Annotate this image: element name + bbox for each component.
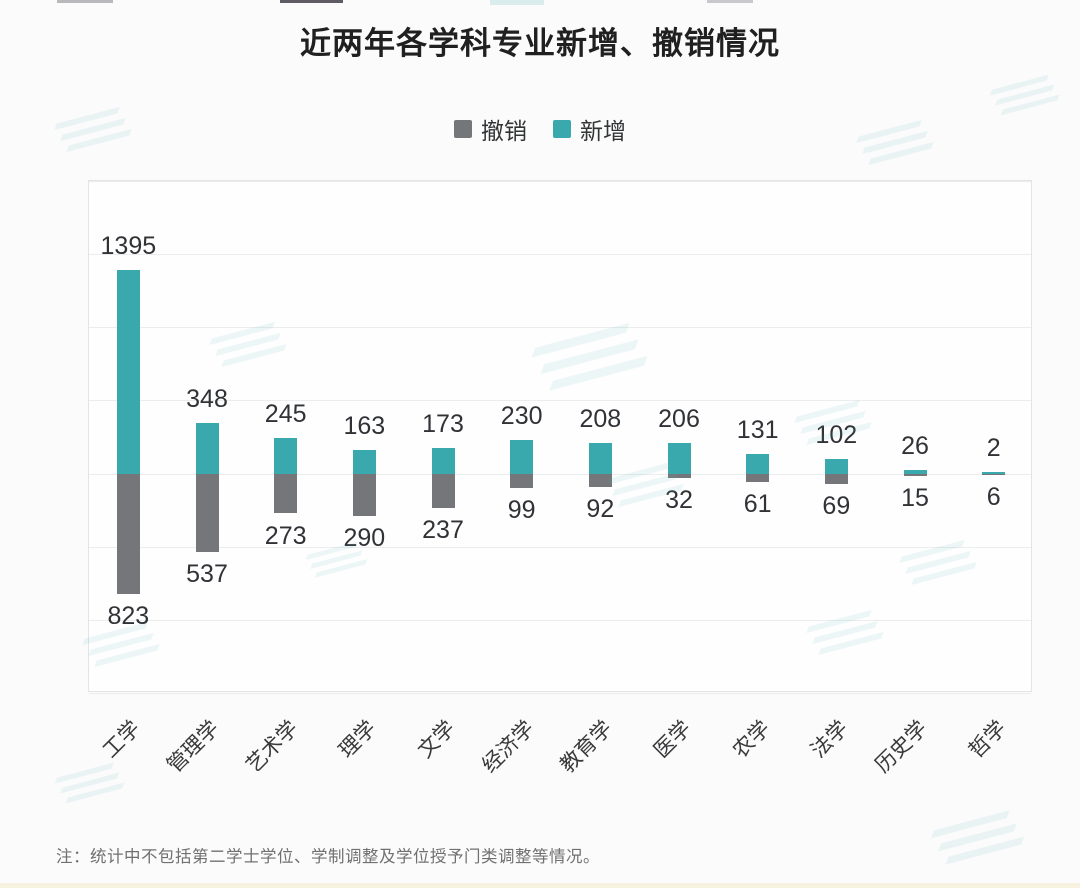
bar-new-艺术学 (274, 437, 298, 474)
value-label-new: 131 (736, 416, 779, 445)
bar-new-管理学 (195, 422, 219, 474)
bar-cancelled-教育学 (588, 473, 612, 488)
value-label-cancelled: 823 (107, 601, 150, 630)
bar-new-医学 (667, 443, 691, 474)
chart-legend: 撤销 新增 (0, 112, 1080, 146)
value-label-cancelled: 99 (507, 496, 536, 525)
value-label-new: 208 (579, 405, 622, 434)
gridline (89, 546, 1031, 548)
value-label-cancelled: 32 (665, 486, 693, 515)
value-label-cancelled: 537 (186, 560, 228, 589)
bar-cancelled-文学 (431, 473, 455, 509)
value-label-cancelled: 61 (743, 490, 772, 519)
bar-cancelled-工学 (116, 473, 140, 594)
top-edge-artifact (707, 0, 753, 3)
value-label-new: 1395 (100, 231, 157, 260)
bar-cancelled-理学 (352, 473, 376, 516)
bar-new-教育学 (588, 443, 612, 474)
chart-title: 近两年各学科专业新增、撤销情况 (300, 26, 780, 61)
bar-new-经济学 (510, 439, 534, 474)
value-label-cancelled: 6 (986, 482, 1001, 511)
legend-item-new: 新增 (553, 112, 626, 146)
bar-cancelled-法学 (824, 473, 848, 484)
gridline (89, 254, 1031, 256)
bar-cancelled-医学 (667, 473, 691, 479)
top-edge-artifact (57, 0, 113, 3)
chart-plot-area: 1395 823 348 537 245 273 163 290 173 237 230 99 208 9… (88, 180, 1032, 694)
gridline (89, 693, 1031, 694)
value-label-cancelled: 15 (901, 483, 929, 512)
legend-item-cancelled: 撤销 (454, 112, 527, 146)
gridline (89, 181, 1031, 182)
value-label-new: 163 (343, 411, 386, 440)
value-label-cancelled: 237 (422, 516, 464, 545)
value-label-new: 2 (986, 434, 1001, 463)
bar-cancelled-艺术学 (274, 473, 298, 514)
value-label-new: 245 (264, 399, 307, 428)
value-label-new: 102 (815, 420, 858, 449)
legend-label-cancelled: 撤销 (481, 118, 527, 144)
bar-new-理学 (352, 449, 376, 474)
top-edge-artifact (490, 0, 544, 5)
value-label-new: 230 (500, 401, 543, 430)
bottom-edge-strip (0, 883, 1080, 888)
legend-label-new: 新增 (580, 118, 626, 144)
bar-new-工学 (116, 269, 140, 474)
bar-cancelled-历史学 (903, 473, 927, 476)
top-edge-artifact (280, 0, 343, 3)
bar-new-历史学 (903, 469, 927, 474)
bar-new-法学 (824, 458, 848, 474)
value-label-cancelled: 290 (343, 523, 386, 552)
cancelled-swatch-icon (454, 120, 472, 138)
bar-cancelled-管理学 (195, 473, 219, 553)
value-label-cancelled: 92 (586, 495, 615, 524)
gridline (89, 327, 1031, 329)
gridline (89, 473, 1031, 475)
value-label-new: 348 (186, 384, 228, 413)
chart-footnote: 注：统计中不包括第二学士学位、学制调整及学位授予门类调整等情况。 (56, 848, 600, 866)
new-swatch-icon (553, 120, 571, 138)
watermark-logo (931, 810, 1039, 886)
value-label-new: 173 (422, 410, 464, 439)
value-label-new: 206 (658, 405, 700, 434)
bar-new-文学 (431, 448, 455, 474)
value-label-cancelled: 273 (264, 521, 307, 550)
bar-new-农学 (746, 454, 770, 474)
bar-new-哲学 (982, 472, 1006, 474)
bar-cancelled-农学 (746, 473, 770, 483)
bar-cancelled-经济学 (510, 473, 534, 489)
gridline (89, 619, 1031, 621)
value-label-cancelled: 69 (822, 491, 851, 520)
bar-cancelled-哲学 (982, 473, 1006, 475)
value-label-new: 26 (901, 431, 929, 460)
gridline (89, 400, 1031, 402)
